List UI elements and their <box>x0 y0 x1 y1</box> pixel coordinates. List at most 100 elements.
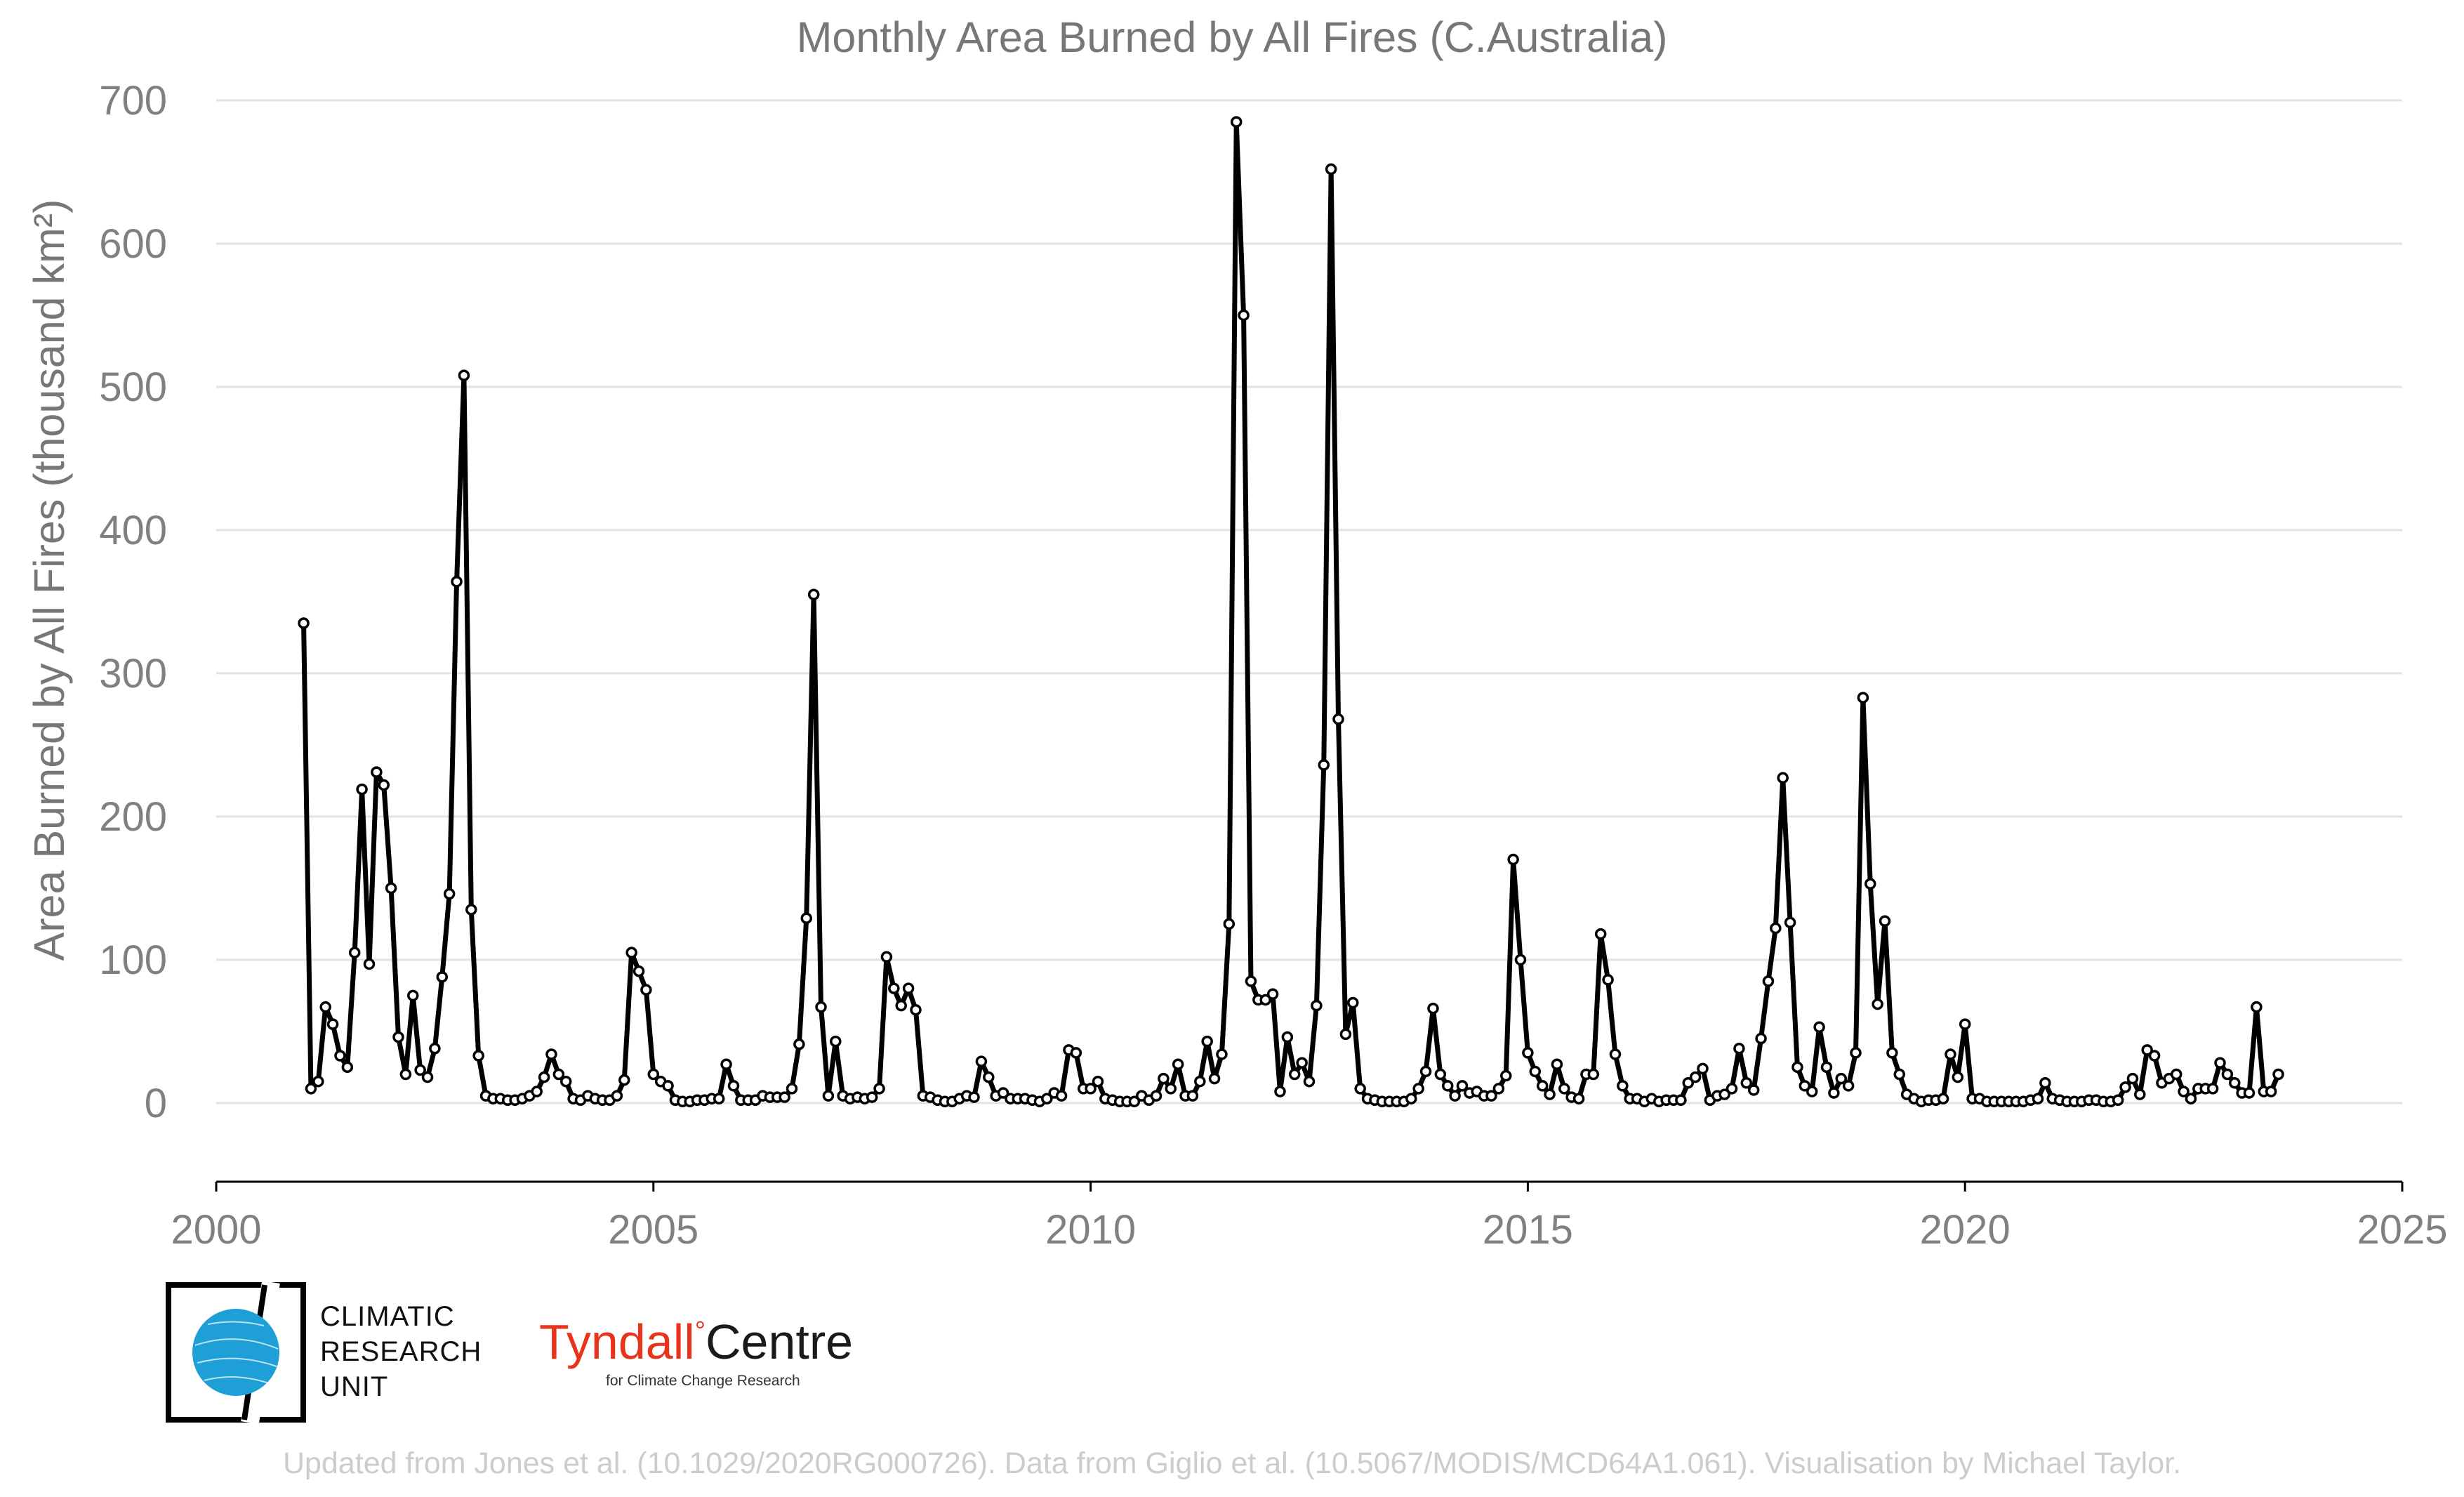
data-point <box>910 1003 922 1016</box>
x-axis: 2000 2005 2010 2015 2020 2025 <box>171 1180 2448 1253</box>
data-point <box>1799 1080 1811 1092</box>
data-point <box>1872 998 1883 1010</box>
data-point <box>326 1018 339 1030</box>
data-point <box>2243 1087 2256 1099</box>
data-point <box>1682 1077 1695 1089</box>
data-point <box>1158 1072 1170 1085</box>
data-point <box>1835 1072 1847 1085</box>
data-point <box>968 1091 980 1103</box>
data-point <box>319 1001 331 1013</box>
data-point <box>1959 1018 1971 1030</box>
data-point <box>1945 1048 1956 1060</box>
x-tick-label-2020: 2020 <box>1920 1207 2011 1253</box>
data-point <box>1937 1093 1949 1104</box>
data-point <box>1288 1068 1301 1081</box>
data-point <box>429 1043 441 1055</box>
data-point <box>793 1038 805 1050</box>
data-point <box>1747 1084 1760 1096</box>
data-point <box>1828 1087 1840 1099</box>
data-point <box>618 1074 630 1086</box>
data-point <box>1208 1072 1221 1085</box>
y-tick-label-400: 400 <box>99 508 167 553</box>
y-axis-label: Area Burned by All Fires (thousand km²) <box>25 199 73 961</box>
data-point <box>1339 1028 1352 1041</box>
data-point <box>611 1090 623 1102</box>
data-point <box>399 1068 412 1081</box>
data-point <box>1536 1080 1549 1092</box>
data-point <box>1675 1094 1687 1106</box>
data-point <box>1216 1048 1228 1060</box>
data-point <box>1820 1061 1833 1074</box>
data-point <box>1784 916 1796 929</box>
data-point <box>895 999 907 1012</box>
data-point <box>1238 309 1250 322</box>
cru-logo-icon <box>166 1282 306 1423</box>
data-point <box>2126 1072 2139 1085</box>
data-point <box>436 971 449 983</box>
tyndall-subtitle: for Climate Change Research <box>606 1373 800 1389</box>
data-point <box>2251 1001 2263 1013</box>
logo-bar: CLIMATIC RESEARCH UNIT Tyndall°Centre fo… <box>166 1282 1008 1426</box>
data-point <box>2221 1068 2234 1081</box>
data-point <box>1041 1093 1053 1104</box>
tyndall-degree: ° <box>694 1317 706 1346</box>
attribution-footer: Updated from Jones et al. (10.1029/2020R… <box>282 1446 2182 1480</box>
data-point <box>1806 1086 1818 1097</box>
data-point <box>1697 1062 1709 1075</box>
series-area-burned <box>298 116 2284 1108</box>
data-point <box>421 1071 434 1083</box>
data-point <box>866 1091 878 1103</box>
x-tick-label-2010: 2010 <box>1045 1207 1136 1253</box>
data-point <box>1318 759 1330 771</box>
data-point <box>2178 1086 2190 1097</box>
data-point <box>880 951 893 963</box>
data-point <box>1441 1080 1454 1092</box>
data-point <box>1572 1093 1585 1104</box>
data-point <box>1850 1047 1862 1059</box>
data-point <box>1434 1068 1447 1081</box>
data-point <box>531 1086 543 1097</box>
data-point <box>348 947 361 958</box>
data-point <box>1813 1021 1825 1033</box>
data-point <box>1303 1075 1316 1088</box>
cru-text-line-2: RESEARCH <box>320 1336 482 1367</box>
data-point <box>1886 1047 1898 1059</box>
data-point <box>1194 1075 1206 1088</box>
tyndall-logo: Tyndall°Centre for Climate Change Resear… <box>539 1314 854 1389</box>
data-point <box>2134 1088 2146 1100</box>
data-point <box>625 947 637 958</box>
data-point <box>1325 163 1337 176</box>
data-point <box>1354 1083 1366 1095</box>
data-point <box>786 1083 798 1095</box>
data-point <box>2119 1081 2131 1093</box>
x-tick-label-2015: 2015 <box>1483 1207 1573 1253</box>
data-point <box>1201 1035 1213 1048</box>
data-point <box>997 1087 1009 1099</box>
y-tick-label-0: 0 <box>145 1081 167 1126</box>
data-point <box>2265 1086 2277 1097</box>
tyndall-centre: Centre <box>706 1314 854 1369</box>
data-point <box>1281 1031 1294 1043</box>
cru-text-line-3: UNIT <box>320 1371 389 1402</box>
data-point <box>1507 853 1519 866</box>
data-point <box>983 1071 995 1083</box>
data-point <box>1230 116 1243 128</box>
data-point <box>443 888 456 900</box>
data-point <box>559 1075 572 1088</box>
data-point <box>720 1058 732 1070</box>
data-point <box>1500 1069 1512 1082</box>
data-point <box>472 1050 484 1062</box>
data-point <box>1296 1057 1308 1069</box>
data-point <box>779 1091 790 1103</box>
data-point <box>363 958 376 970</box>
data-point <box>1733 1043 1745 1055</box>
data-point <box>1128 1095 1141 1108</box>
data-point <box>1150 1090 1163 1102</box>
data-point <box>1587 1068 1600 1081</box>
data-point <box>2032 1093 2044 1104</box>
series-line <box>301 119 2281 1104</box>
data-point <box>1726 1083 1738 1095</box>
data-point <box>1762 975 1775 987</box>
data-point <box>1522 1047 1534 1059</box>
data-point <box>822 1090 835 1102</box>
